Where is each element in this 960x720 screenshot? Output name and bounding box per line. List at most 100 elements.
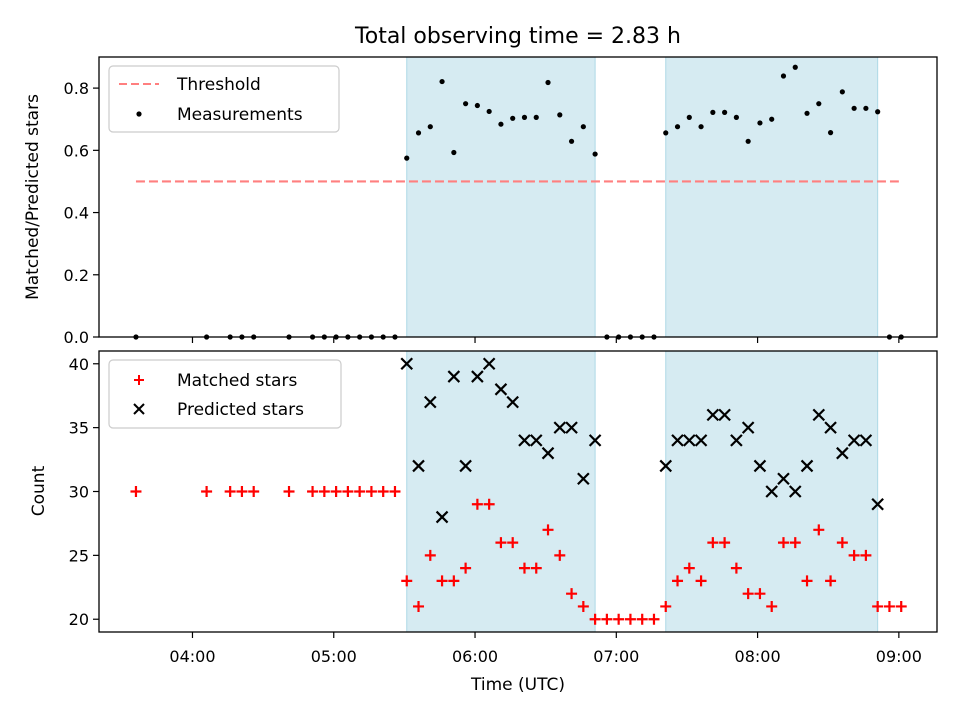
predicted-legend-label: Predicted stars — [177, 400, 304, 420]
matched-star-point — [365, 486, 377, 497]
measurement-point — [404, 155, 410, 161]
matched-star-point — [354, 486, 366, 497]
predicted-star-point — [506, 395, 519, 409]
predicted-star-point — [529, 434, 543, 447]
matched-stars-points — [130, 486, 907, 625]
y-tick-label: 0.6 — [64, 141, 89, 160]
measurement-point — [415, 130, 422, 136]
matched-star-point — [460, 562, 472, 574]
y-tick-label: 0.8 — [64, 79, 89, 98]
matched-star-point — [789, 537, 801, 549]
predicted-star-point — [553, 421, 567, 434]
matched-star-point — [495, 537, 507, 549]
measurement-point — [733, 114, 739, 120]
measurement-point — [498, 121, 504, 127]
measurement-point — [568, 138, 575, 144]
predicted-star-point — [753, 459, 767, 473]
bottom-y-axis-label: Count — [29, 465, 49, 516]
measurement-point — [839, 89, 845, 95]
predicted-star-point — [424, 395, 437, 409]
predicted-star-point — [435, 510, 449, 524]
measurement-point — [769, 116, 775, 122]
x-tick-label: 04:00 — [169, 647, 215, 666]
measurement-point — [816, 101, 822, 107]
measurement-point — [827, 130, 834, 136]
threshold-legend-label: Threshold — [176, 75, 261, 95]
predicted-star-point — [706, 408, 720, 422]
matched-star-point — [413, 600, 425, 612]
matched-star-point — [389, 486, 401, 497]
y-tick-label: 0.4 — [64, 204, 89, 223]
matched-star-point — [660, 600, 672, 612]
predicted-star-point — [859, 434, 873, 447]
shaded-interval — [406, 350, 596, 633]
y-tick-label: 0.2 — [64, 266, 89, 285]
measurement-point — [427, 124, 433, 130]
matched-star-point — [813, 524, 825, 536]
top-y-axis-label: Matched/Predicted stars — [23, 94, 43, 300]
predicted-star-point — [777, 472, 790, 486]
predicted-star-point — [788, 485, 802, 498]
predicted-star-point — [659, 459, 673, 473]
matched-star-point — [530, 562, 542, 574]
matched-star-point — [424, 549, 436, 561]
y-tick-label: 0.0 — [64, 328, 89, 347]
y-tick-label: 20 — [69, 610, 89, 629]
matched-star-point — [730, 562, 742, 574]
predicted-star-point — [459, 459, 472, 473]
predicted-star-point — [541, 446, 555, 460]
matched-star-point — [613, 613, 625, 625]
predicted-star-point — [518, 434, 531, 447]
measurement-point — [674, 124, 681, 130]
measurement-point — [451, 149, 457, 156]
bottom-axes-frame — [98, 350, 938, 633]
matched-star-point — [848, 549, 860, 561]
matched-star-point — [507, 537, 519, 549]
predicted-star-point — [694, 434, 708, 447]
bottom-legend: Matched stars Predicted stars — [108, 359, 342, 429]
shaded-interval — [406, 56, 596, 338]
predicted-star-point — [824, 421, 837, 434]
predicted-star-point — [741, 421, 755, 434]
predicted-star-point — [671, 434, 684, 447]
predicted-star-point — [412, 459, 425, 473]
matched-star-point — [377, 486, 389, 497]
measurement-point — [792, 64, 798, 70]
measurement-point — [521, 114, 528, 120]
matched-star-point — [695, 575, 707, 587]
bottom-x-ticks: 04:00 05:00 06:00 07:00 08:00 09:00 — [169, 632, 922, 666]
predicted-star-point — [471, 370, 484, 383]
x-tick-label: 08:00 — [735, 647, 781, 666]
x-tick-label: 09:00 — [876, 647, 922, 666]
predicted-legend-marker — [133, 403, 145, 415]
chart-title: Total observing time = 2.83 h — [354, 24, 681, 49]
matched-legend-label: Matched stars — [177, 371, 297, 391]
predicted-star-point — [400, 357, 414, 371]
predicted-star-point — [588, 434, 602, 447]
matched-star-point — [401, 575, 413, 587]
matched-star-point — [236, 486, 248, 497]
matched-star-point — [318, 486, 330, 497]
matched-star-point — [742, 588, 754, 600]
matched-star-point — [518, 562, 530, 574]
x-axis-label: Time (UTC) — [470, 675, 565, 695]
count-panel: 20 25 30 35 40 04:00 05:00 06:00 07:00 08:00 09:0… — [29, 350, 938, 695]
matched-star-point — [130, 486, 142, 497]
matched-star-point — [754, 588, 766, 600]
measurement-point — [545, 79, 551, 86]
top-x-ticks — [191, 337, 900, 343]
matched-star-point — [672, 575, 684, 587]
matched-star-point — [471, 498, 483, 510]
matched-star-point — [201, 486, 213, 497]
measurement-point — [851, 105, 857, 111]
measurement-point — [663, 130, 669, 136]
predicted-stars-points — [400, 357, 884, 524]
bottom-legend-box — [108, 359, 342, 429]
measurement-point — [745, 138, 751, 144]
predicted-star-point — [683, 434, 696, 447]
measurements-legend-marker — [136, 111, 142, 117]
measurement-point — [439, 78, 445, 85]
measurement-point — [780, 73, 787, 79]
measurement-point — [592, 151, 598, 157]
